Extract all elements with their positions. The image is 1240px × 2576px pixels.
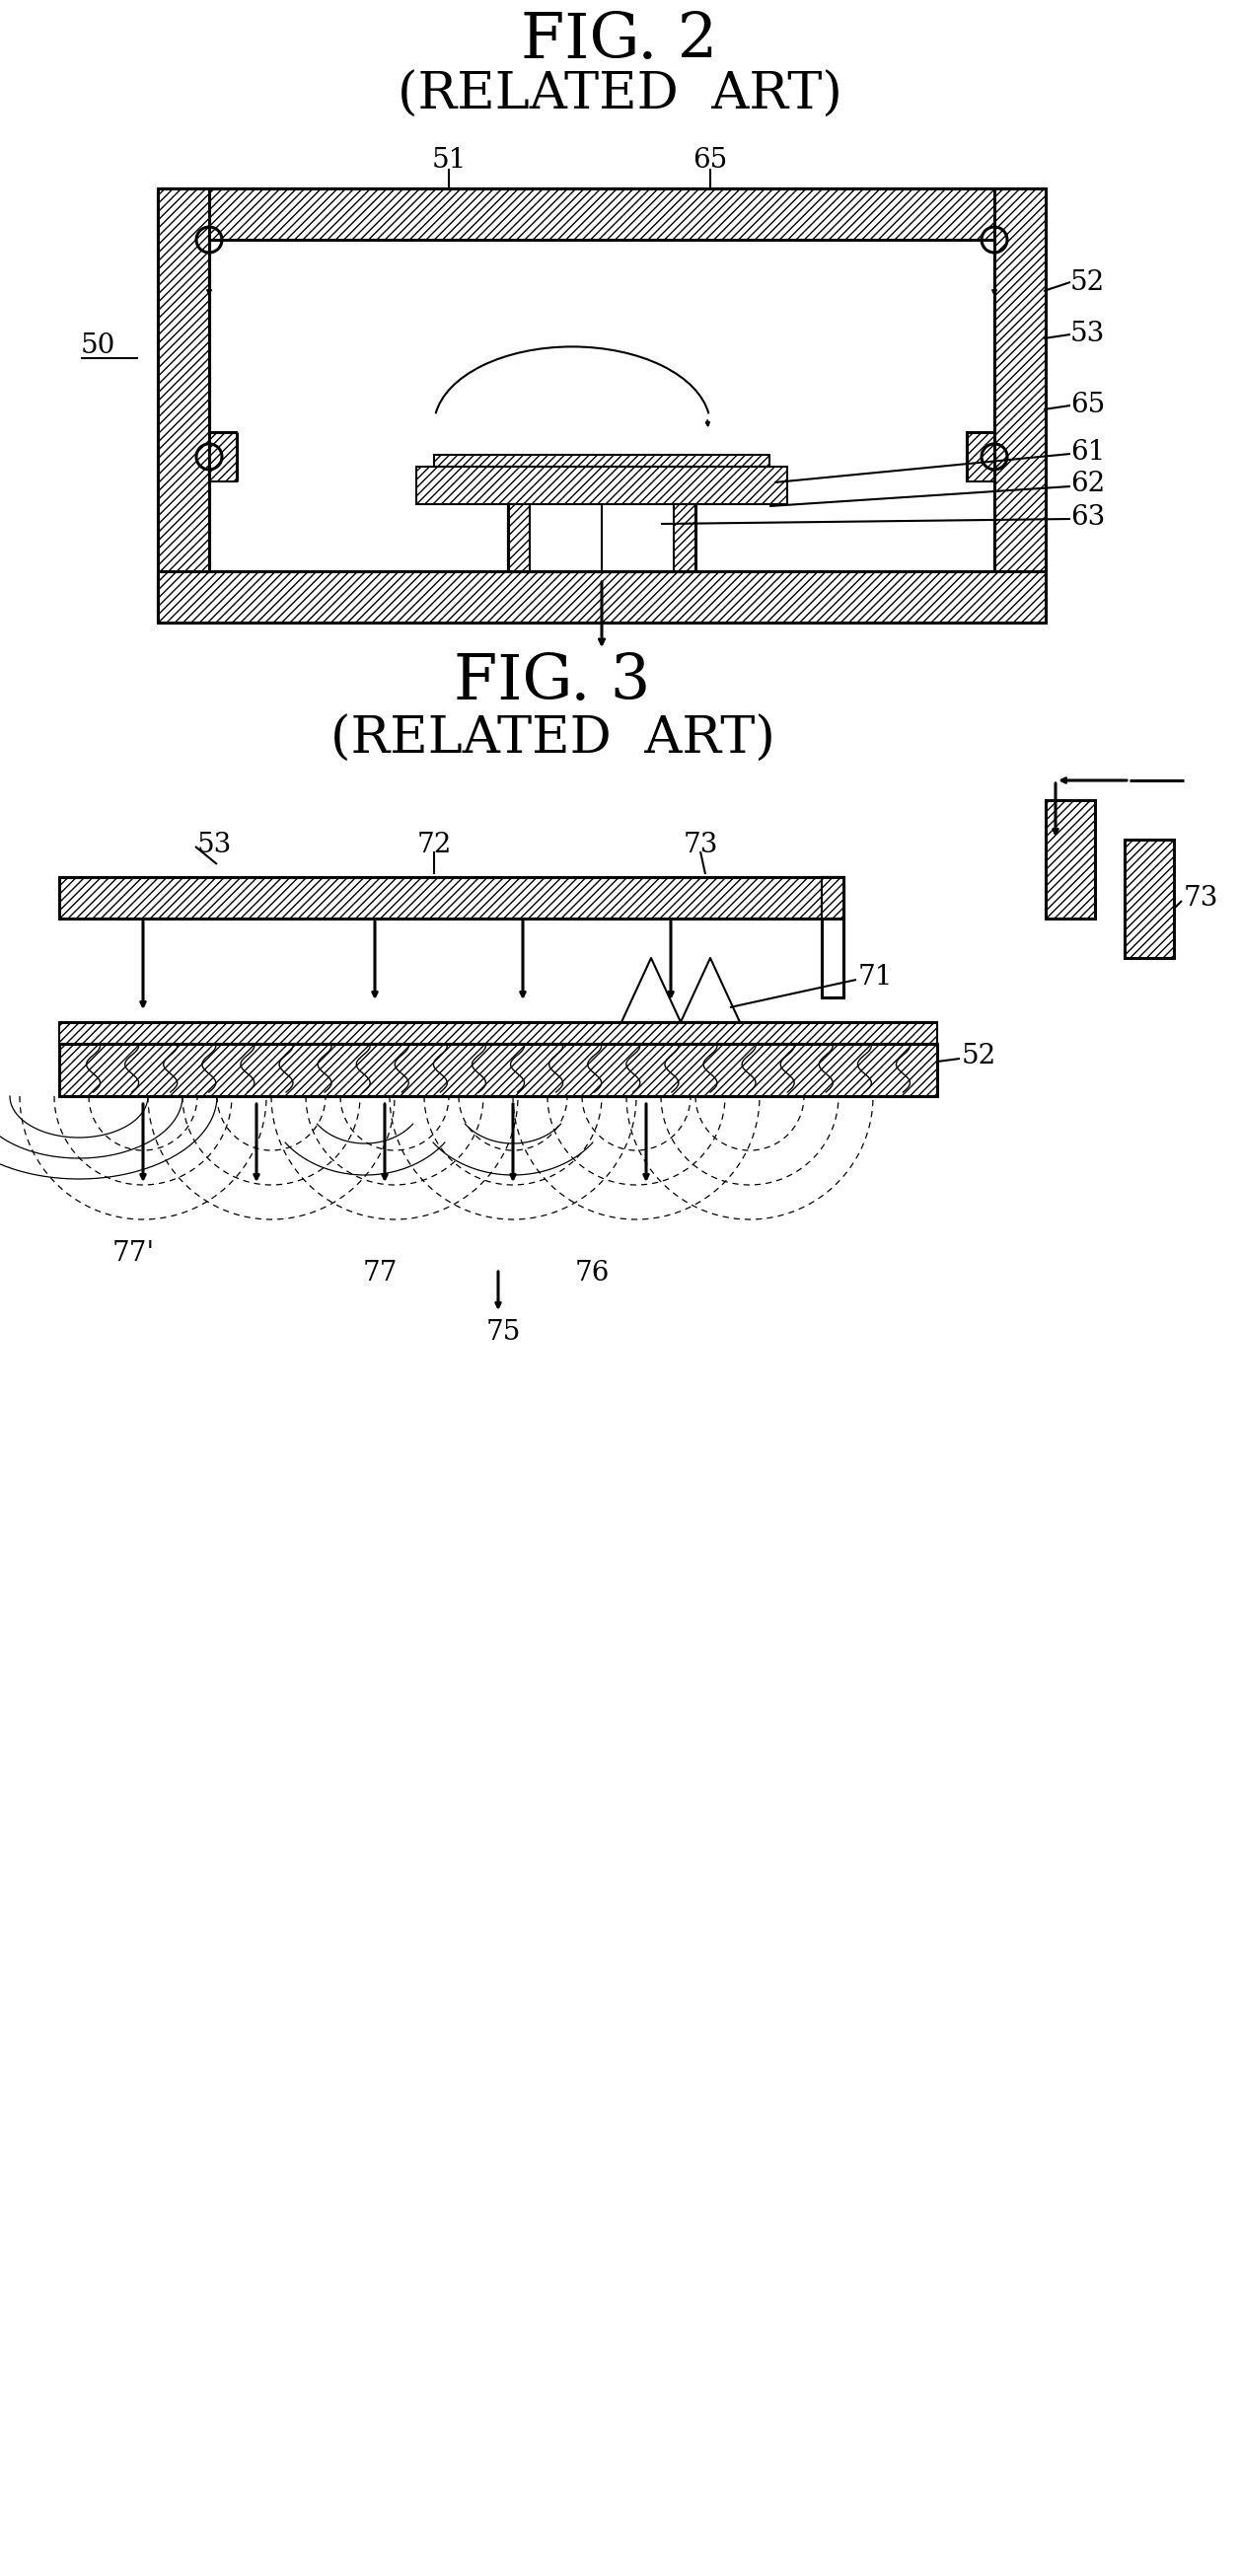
Bar [157,572,1045,623]
Text: 52: 52 [962,1043,997,1069]
Text: 73: 73 [1184,886,1219,912]
Bar [60,876,843,920]
Text: FIG. 3: FIG. 3 [454,652,651,711]
Bar [822,876,843,920]
Text: 65: 65 [693,147,728,175]
Bar [60,1023,937,1043]
Text: 53: 53 [1070,322,1105,348]
Bar [1045,801,1095,920]
Bar [994,188,1045,623]
Text: 71: 71 [858,963,893,992]
Text: 72: 72 [417,832,451,858]
Text: (RELATED  ART): (RELATED ART) [330,714,775,765]
Text: 53: 53 [197,832,232,858]
Bar [529,505,673,572]
Text: 61: 61 [1070,438,1105,466]
Text: (RELATED  ART): (RELATED ART) [397,70,842,121]
Bar [967,433,994,482]
Text: 62: 62 [1070,471,1105,497]
Bar [417,466,787,505]
Bar [1125,840,1174,958]
Text: 51: 51 [432,147,466,175]
Text: 65: 65 [1070,392,1105,420]
Text: 73: 73 [683,832,718,858]
Text: 77: 77 [362,1260,397,1288]
Bar [210,433,237,482]
Bar [60,1043,937,1097]
Bar [434,456,770,466]
Bar [508,505,696,572]
Text: 63: 63 [1070,505,1105,531]
Bar [508,505,529,572]
Text: 77': 77' [112,1242,155,1267]
Bar [822,876,843,997]
Text: 76: 76 [574,1260,609,1288]
Bar [673,505,696,572]
Bar [157,188,1045,240]
Text: FIG. 2: FIG. 2 [521,10,718,70]
Text: 75: 75 [486,1319,521,1347]
Text: 52: 52 [1070,268,1105,296]
Text: 50: 50 [81,332,115,361]
Bar [157,188,210,623]
